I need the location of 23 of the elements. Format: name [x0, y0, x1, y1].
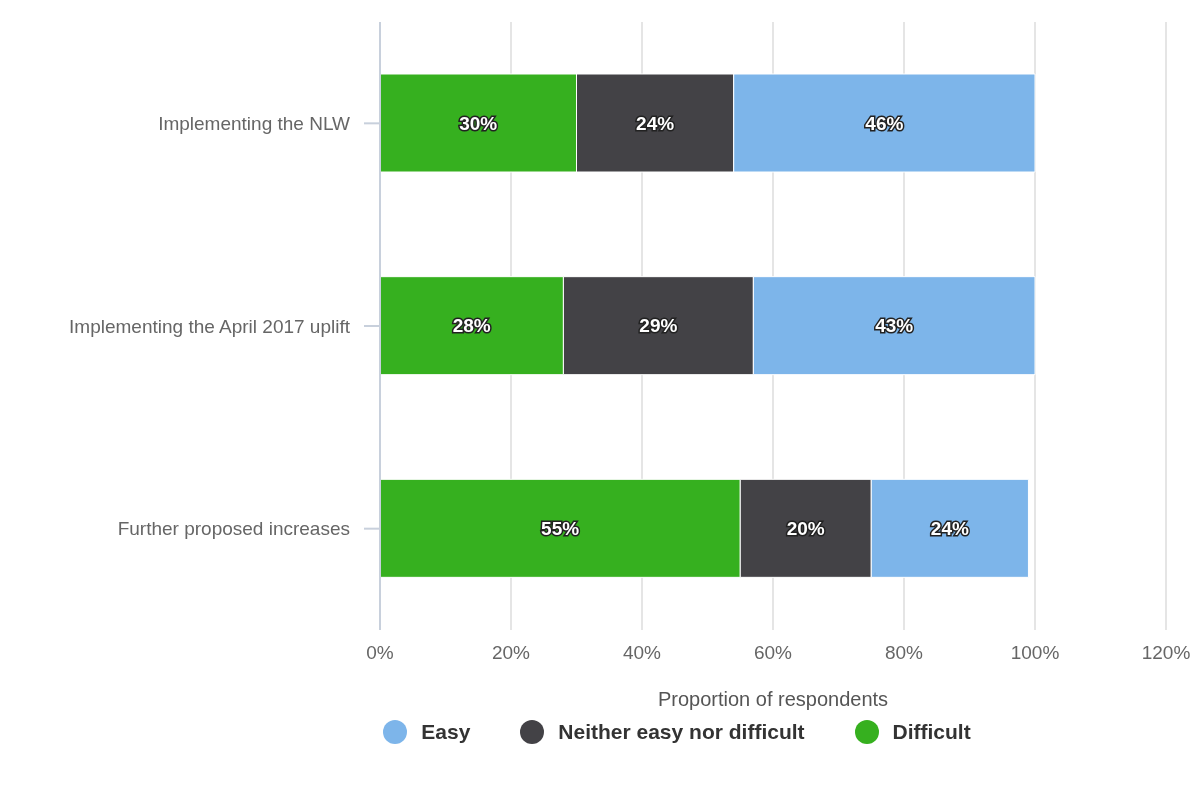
x-tick-label: 40% [622, 642, 662, 664]
x-tick-label: 100% [1010, 642, 1060, 664]
data-label: 46% [865, 112, 904, 134]
y-tick-label: Implementing the NLW [158, 113, 351, 135]
data-label: 30% [459, 112, 498, 134]
data-label: 28% [452, 315, 491, 337]
y-tick-label: Further proposed increases [117, 518, 350, 540]
x-tick-label: 80% [884, 642, 924, 664]
x-axis-title: Proportion of respondents [657, 688, 889, 710]
x-tick-label: 20% [491, 642, 531, 664]
data-label: 29% [639, 315, 678, 337]
x-tick-label: 60% [753, 642, 793, 664]
data-label: 55% [541, 517, 580, 539]
data-label: 24% [636, 112, 675, 134]
x-tick-label: 0% [366, 642, 394, 664]
legend-label: Easy [421, 720, 471, 744]
legend-label: Difficult [892, 720, 971, 744]
data-label: 24% [930, 517, 969, 539]
legend-label: Neither easy nor difficult [558, 720, 805, 744]
data-label: 20% [786, 517, 825, 539]
y-tick-label: Implementing the April 2017 uplift [69, 315, 351, 337]
data-label: 43% [875, 315, 914, 337]
x-tick-label: 120% [1141, 642, 1191, 664]
